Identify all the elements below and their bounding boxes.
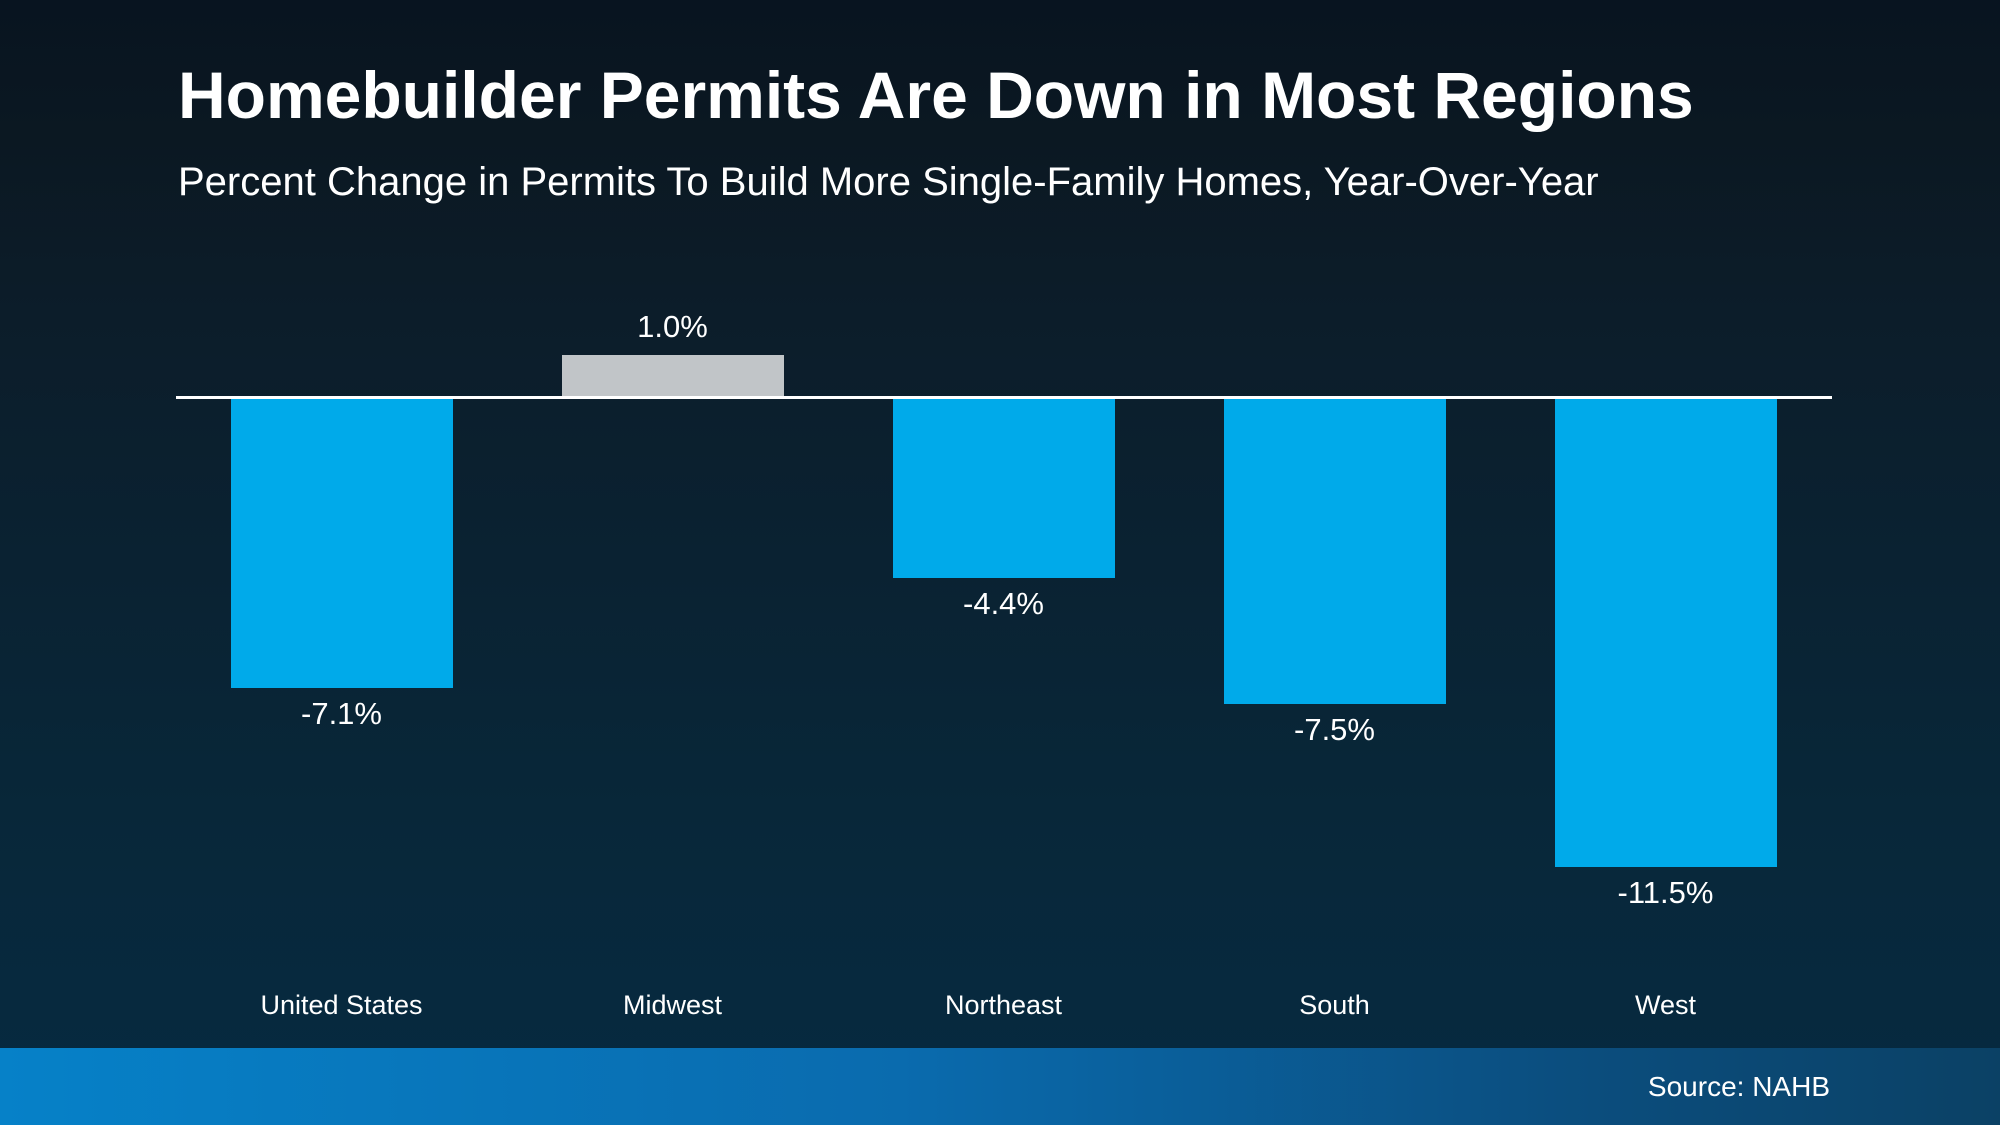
category-label-northeast: Northeast bbox=[944, 990, 1063, 1020]
value-label-west: -11.5% bbox=[1617, 875, 1714, 910]
zero-axis-line bbox=[176, 396, 1832, 399]
bar-west bbox=[1554, 399, 1777, 867]
category-label-midwest: Midwest bbox=[622, 990, 723, 1020]
value-label-united-states: -7.1% bbox=[301, 696, 382, 731]
bar-united-states bbox=[230, 399, 453, 688]
bar-south bbox=[1223, 399, 1446, 704]
chart-subtitle: Percent Change in Permits To Build More … bbox=[178, 160, 1599, 204]
bar-northeast bbox=[892, 399, 1115, 578]
footer-bar: Source: NAHB bbox=[0, 1048, 2000, 1125]
source-attribution: Source: NAHB bbox=[1647, 1070, 1830, 1102]
value-label-northeast: -4.4% bbox=[963, 586, 1044, 621]
category-label-west: West bbox=[1634, 990, 1696, 1020]
chart-title: Homebuilder Permits Are Down in Most Reg… bbox=[178, 58, 1694, 132]
bar-midwest bbox=[561, 355, 784, 396]
category-label-united-states: United States bbox=[260, 990, 423, 1020]
value-label-midwest: 1.0% bbox=[637, 309, 708, 344]
value-label-south: -7.5% bbox=[1294, 712, 1375, 747]
category-label-south: South bbox=[1299, 990, 1370, 1020]
